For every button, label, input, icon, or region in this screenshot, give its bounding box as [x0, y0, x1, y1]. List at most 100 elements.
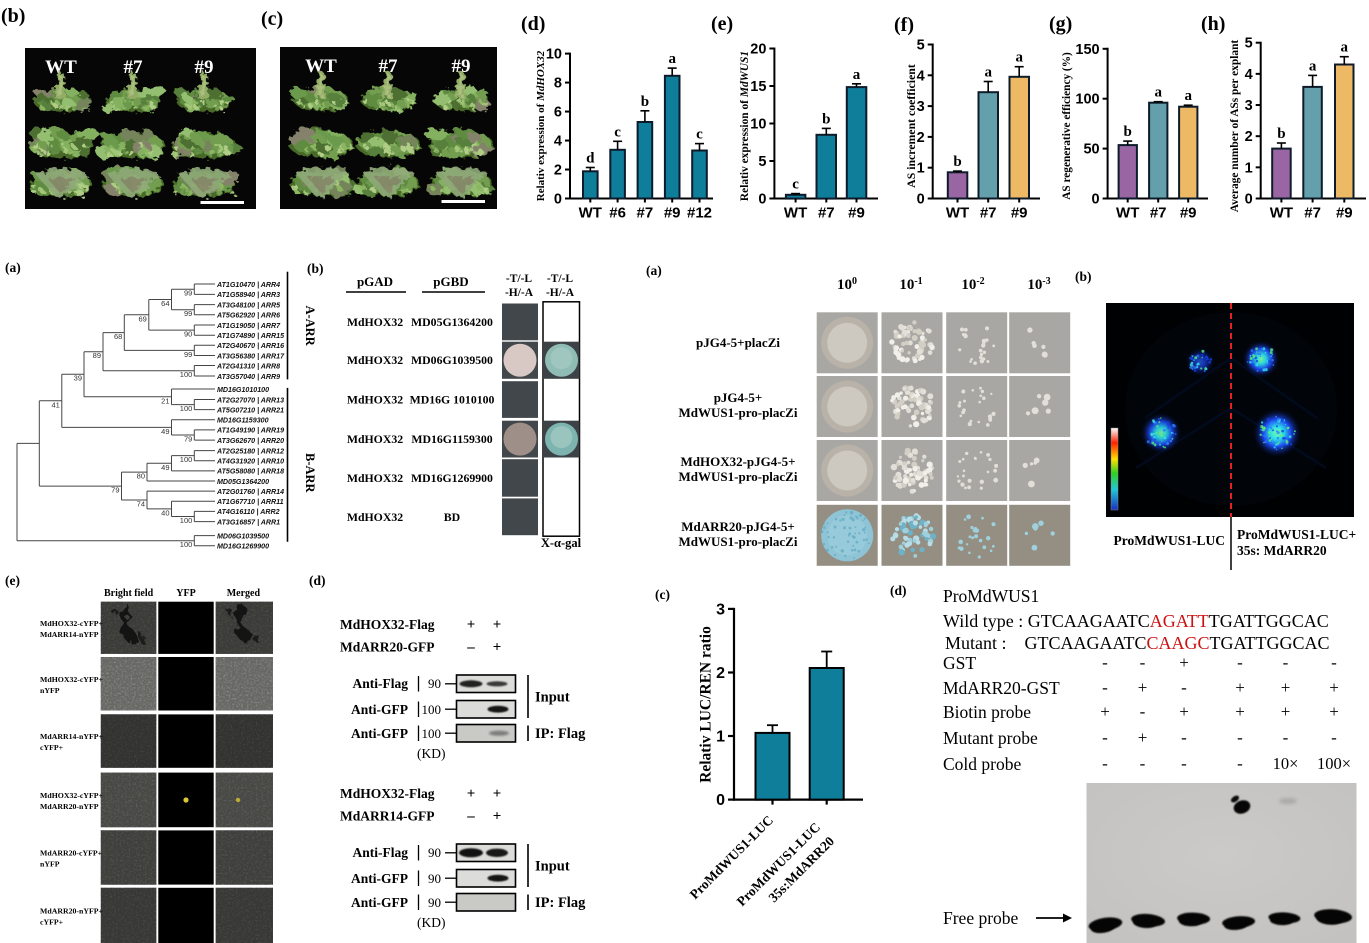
svg-text:BD: BD: [444, 510, 460, 524]
svg-text:a: a: [668, 51, 676, 67]
svg-text:pGAD: pGAD: [357, 274, 393, 289]
svg-text:2: 2: [554, 163, 562, 179]
svg-text:39: 39: [74, 374, 82, 383]
svg-text:a: a: [1184, 88, 1192, 104]
svg-text:(KD): (KD): [417, 915, 446, 930]
svg-text:pJG4-5+: pJG4-5+: [714, 390, 763, 405]
svg-text:3: 3: [917, 99, 925, 115]
svg-text:-T/-L: -T/-L: [506, 273, 533, 285]
svg-text:#9: #9: [195, 57, 214, 78]
svg-text:AT3G56380 | ARR17: AT3G56380 | ARR17: [216, 352, 285, 360]
svg-text:90: 90: [428, 895, 441, 910]
svg-text:#7: #7: [379, 56, 399, 77]
svg-text:#9: #9: [452, 56, 471, 77]
svg-text:ProMdWUS1-LUC+: ProMdWUS1-LUC+: [1237, 527, 1356, 542]
svg-text:3: 3: [716, 601, 725, 618]
svg-text:64: 64: [161, 299, 169, 308]
svg-text:MdARR14-nYFP: MdARR14-nYFP: [40, 630, 99, 639]
svg-text:c: c: [696, 127, 703, 143]
svg-text:a: a: [984, 65, 992, 81]
svg-text:MD16G 1010100: MD16G 1010100: [410, 393, 495, 407]
svg-text:b: b: [1124, 124, 1132, 140]
svg-text:+: +: [493, 809, 502, 825]
svg-text:21: 21: [161, 396, 169, 405]
svg-text:3: 3: [1245, 98, 1253, 114]
svg-text:10-1: 10-1: [899, 276, 922, 294]
svg-text:MdHOX32-cYFP+: MdHOX32-cYFP+: [40, 619, 103, 628]
svg-text:100: 100: [1075, 92, 1099, 108]
svg-text:100: 100: [180, 540, 193, 549]
svg-text:AT4G16110 | ARR2: AT4G16110 | ARR2: [216, 508, 280, 516]
svg-text:99: 99: [184, 289, 192, 298]
svg-text:a: a: [1309, 58, 1317, 74]
svg-text:MdWUS1-pro-placZi: MdWUS1-pro-placZi: [679, 534, 798, 549]
svg-text:ProMdWUS1-LUC: ProMdWUS1-LUC: [1113, 533, 1225, 548]
svg-text:49: 49: [161, 463, 169, 472]
svg-text:40: 40: [161, 508, 169, 517]
svg-text:MD05G1364200: MD05G1364200: [217, 478, 269, 486]
svg-text:6: 6: [554, 105, 562, 121]
svg-text:AT2G25180 | ARR12: AT2G25180 | ARR12: [216, 447, 284, 455]
svg-text:10: 10: [546, 47, 562, 63]
svg-text:b: b: [1277, 126, 1285, 142]
svg-text:0: 0: [716, 792, 725, 809]
svg-text:90: 90: [428, 871, 441, 886]
svg-text:AT2G27070 | ARR13: AT2G27070 | ARR13: [216, 396, 284, 404]
svg-text:Anti-Flag: Anti-Flag: [353, 676, 409, 691]
svg-text:10-3: 10-3: [1027, 276, 1050, 294]
svg-text:MdWUS1-pro-placZi: MdWUS1-pro-placZi: [679, 469, 798, 484]
svg-text:b: b: [822, 111, 830, 127]
svg-text:MD16G1269900: MD16G1269900: [411, 471, 493, 485]
svg-text:#7: #7: [1304, 205, 1321, 222]
svg-text:50: 50: [1083, 142, 1099, 158]
svg-text:100: 100: [837, 276, 857, 294]
svg-text:100: 100: [422, 726, 442, 741]
svg-text:MD16G1159300: MD16G1159300: [217, 417, 269, 425]
svg-text:AT2G01760 | ARR14: AT2G01760 | ARR14: [216, 488, 284, 496]
svg-text:#7: #7: [124, 57, 144, 78]
svg-text:c: c: [792, 177, 799, 193]
svg-text:0: 0: [1092, 192, 1100, 208]
svg-text:150: 150: [1075, 42, 1099, 58]
svg-text:4: 4: [1245, 67, 1253, 83]
svg-text:+: +: [493, 786, 502, 802]
svg-text:MdHOX32-Flag: MdHOX32-Flag: [340, 617, 435, 632]
svg-text:AT4G31920 | ARR10: AT4G31920 | ARR10: [216, 458, 284, 466]
svg-text:MD16G1010100: MD16G1010100: [217, 386, 269, 394]
svg-text:WT: WT: [1270, 205, 1293, 222]
svg-text:10: 10: [750, 117, 766, 133]
svg-text:5: 5: [917, 38, 925, 54]
svg-text:#7: #7: [980, 205, 997, 222]
svg-text:WT: WT: [579, 205, 602, 222]
svg-text:MdARR20-cYFP+: MdARR20-cYFP+: [40, 849, 103, 858]
svg-text:pJG4-5+placZi: pJG4-5+placZi: [696, 335, 780, 350]
svg-text:Merged: Merged: [227, 588, 261, 599]
svg-text:#7: #7: [818, 205, 835, 222]
svg-text:WT: WT: [45, 57, 77, 78]
svg-text:4: 4: [917, 68, 925, 84]
svg-text:MdHOX32: MdHOX32: [347, 393, 403, 407]
svg-text:MdHOX32: MdHOX32: [347, 315, 403, 329]
svg-text:a: a: [1154, 85, 1162, 101]
svg-text:-T/-L: -T/-L: [547, 273, 574, 285]
svg-text:1: 1: [917, 161, 925, 177]
svg-text:41: 41: [51, 400, 59, 409]
svg-text:nYFP: nYFP: [40, 860, 60, 869]
svg-text:1: 1: [1245, 160, 1253, 176]
svg-text:99: 99: [184, 350, 192, 359]
svg-text:90: 90: [184, 330, 192, 339]
svg-text:YFP: YFP: [176, 588, 195, 599]
svg-text:+: +: [467, 786, 476, 802]
svg-text:MdHOX32: MdHOX32: [347, 471, 403, 485]
svg-text:Input: Input: [535, 859, 570, 875]
svg-text:0: 0: [554, 192, 562, 208]
svg-text:#9: #9: [1336, 205, 1353, 222]
svg-text:AT3G16857 | ARR1: AT3G16857 | ARR1: [216, 518, 280, 526]
svg-text:MdARR20-nYFP+: MdARR20-nYFP+: [40, 906, 103, 915]
svg-text:0: 0: [917, 192, 925, 208]
svg-text:#6: #6: [609, 205, 626, 222]
svg-text:#9: #9: [1180, 205, 1197, 222]
svg-text:2: 2: [716, 665, 725, 682]
svg-text:-H/-A: -H/-A: [505, 287, 534, 299]
svg-text:–: –: [466, 809, 475, 825]
